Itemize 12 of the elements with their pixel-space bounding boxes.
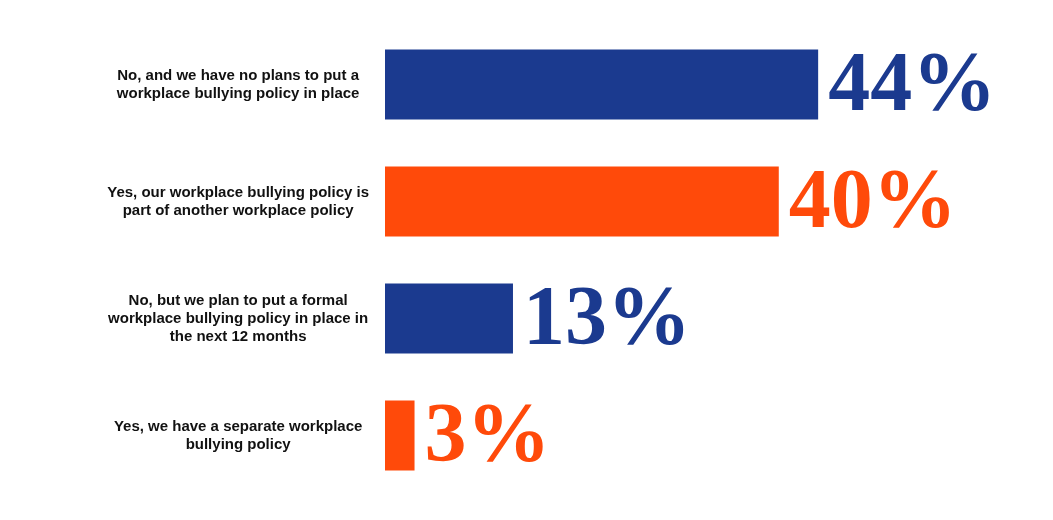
data-label: 3% [424,386,551,480]
data-label: 44% [828,35,997,129]
y-tick-label: Yes, we have a separate workplace bullying policy [113,416,363,452]
bar [385,49,819,120]
data-label: 13% [522,269,691,363]
bar [385,283,513,354]
y-tick-label: No, and we have no plans to put a workplace bullying policy in place [115,65,360,101]
y-tick-label: Yes, our workplace bullying policy is part of another workplace policy [107,182,369,218]
bar [385,166,779,237]
bar [385,400,415,471]
data-label: 40% [788,152,957,246]
y-tick-label: No, but we plan to put a formal workplace bullying policy in place in the next 12 months [107,290,369,344]
